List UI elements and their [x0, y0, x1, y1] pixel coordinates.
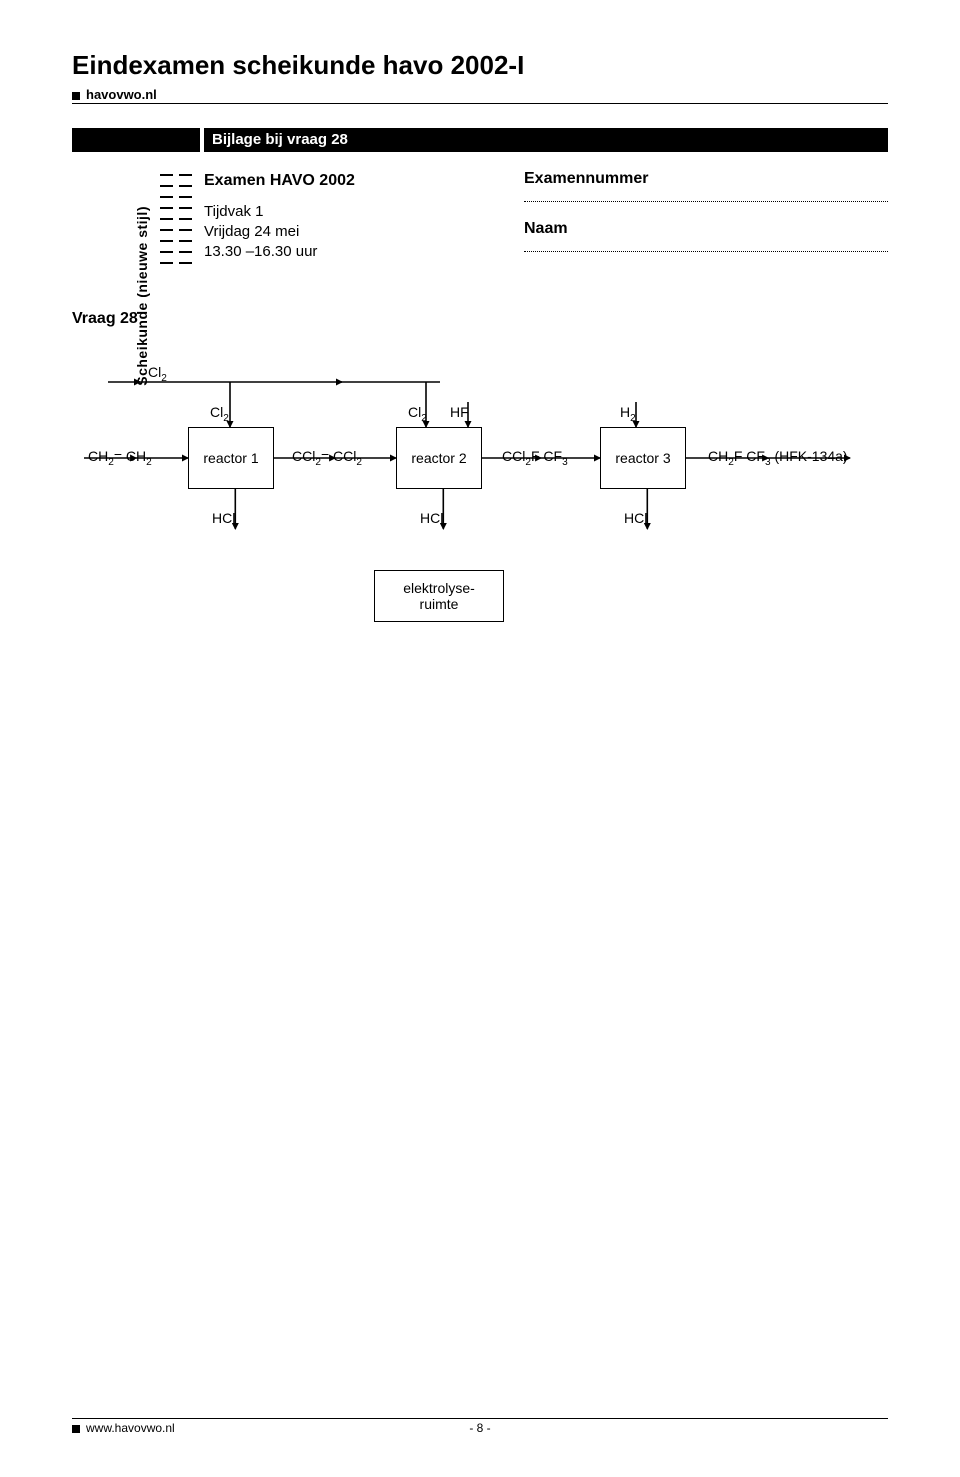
section-bar: Bijlage bij vraag 28 — [72, 128, 888, 152]
meta-left: Examen HAVO 2002 Tijdvak 1 Vrijdag 24 me… — [204, 170, 524, 262]
header-underline: havovwo.nl — [72, 87, 888, 104]
tick-icon — [179, 240, 192, 242]
examnr-field[interactable] — [524, 188, 888, 202]
tick-icon — [179, 262, 192, 264]
diagram-label-ch2: CH2= CH2 — [88, 448, 152, 464]
diagram-label-ch2f: CH2F CF3 (HFK-134a) — [708, 448, 848, 464]
tick-icon — [179, 229, 192, 231]
tick-icon — [160, 262, 173, 264]
section-bar-label: Bijlage bij vraag 28 — [204, 128, 888, 152]
tick-icon — [179, 185, 192, 187]
tick-icon — [160, 196, 173, 198]
tick-icon — [179, 207, 192, 209]
tick-icon — [160, 207, 173, 209]
diagram-label-hcl2: HCl — [420, 510, 443, 526]
tick-icon — [160, 185, 173, 187]
tick-icon — [179, 218, 192, 220]
tijdvak-line-2: Vrijdag 24 mei — [204, 222, 524, 242]
diagram-label-ccl2f: CCl2F CF3 — [502, 448, 568, 464]
diagram-label-cl2_r1: Cl2 — [210, 404, 229, 420]
footer: www.havovwo.nl - 8 - — [72, 1418, 888, 1435]
diagram-label-h2: H2 — [620, 404, 636, 420]
site-label: havovwo.nl — [86, 87, 157, 102]
examnr-label: Examennummer — [524, 170, 888, 188]
footer-site: www.havovwo.nl — [86, 1421, 175, 1435]
page-title: Eindexamen scheikunde havo 2002-I — [72, 50, 888, 81]
diagram-label-ccl2: CCl2= CCl2 — [292, 448, 362, 464]
tick-icon — [160, 174, 173, 176]
diagram-label-cl2_r2: Cl2 — [408, 404, 427, 420]
diagram-label-hcl1: HCl — [212, 510, 235, 526]
tijdvak-line-3: 13.30 –16.30 uur — [204, 242, 524, 262]
diagram-box-r3: reactor 3 — [600, 427, 686, 489]
naam-field[interactable] — [524, 238, 888, 252]
diagram-wrap: reactor 1 reactor 2 reactor 3 elektrolyse-r… — [72, 352, 888, 642]
diagram-box-r1: reactor 1 — [188, 427, 274, 489]
diagram-box-r2: reactor 2 — [396, 427, 482, 489]
vraag-title: Vraag 28 — [72, 310, 888, 328]
tick-icon — [179, 174, 192, 176]
tick-icon — [179, 196, 192, 198]
bullet-icon — [72, 1425, 80, 1433]
diagram-box-elek: elektrolyse-ruimte — [374, 570, 504, 622]
tick-icon — [160, 251, 173, 253]
section-bar-left — [72, 128, 200, 152]
naam-label: Naam — [524, 220, 888, 238]
footer-page: - 8 - — [469, 1421, 490, 1435]
diagram-label-cl2_top: Cl2 — [148, 364, 167, 380]
meta-right: Examennummer Naam — [524, 170, 888, 270]
bullet-icon — [72, 92, 80, 100]
meta-row: Examen HAVO 2002 Tijdvak 1 Vrijdag 24 me… — [72, 170, 888, 270]
process-diagram: reactor 1 reactor 2 reactor 3 elektrolyse-r… — [80, 352, 860, 642]
tick-icon — [160, 229, 173, 231]
exam-line: Examen HAVO 2002 — [204, 170, 524, 192]
tijdvak-line-1: Tijdvak 1 — [204, 202, 524, 222]
tick-icon — [179, 251, 192, 253]
diagram-label-hf: HF — [450, 404, 469, 420]
tick-icon — [160, 218, 173, 220]
tick-icon — [160, 240, 173, 242]
diagram-label-hcl3: HCl — [624, 510, 647, 526]
